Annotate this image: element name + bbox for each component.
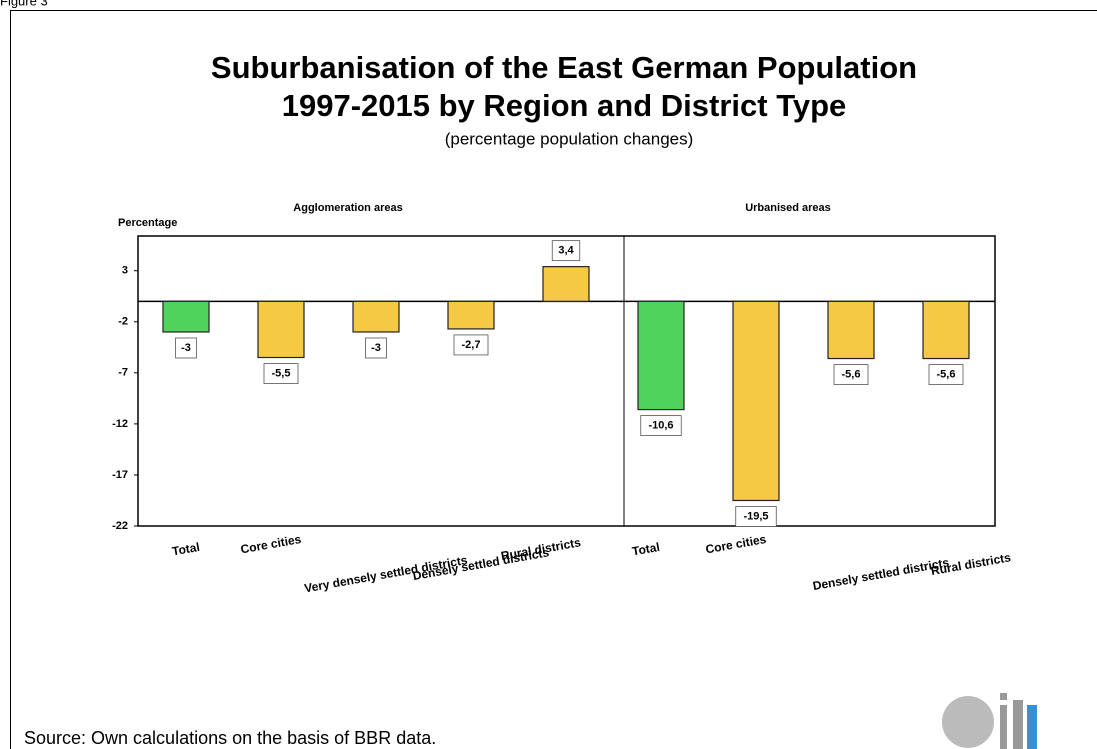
y-tick-label: 3 (122, 265, 128, 277)
y-tick-label: -2 (118, 316, 128, 328)
value-label-box (551, 240, 581, 262)
y-tick-label: -22 (112, 520, 128, 532)
bar (922, 300, 970, 360)
bar (637, 300, 685, 411)
bar (447, 300, 495, 330)
bar (352, 300, 400, 333)
value-label-box (928, 364, 964, 385)
value-label-box (640, 415, 682, 436)
value-label: -5,6 (842, 368, 861, 380)
y-axis-label: Percentage (118, 217, 177, 229)
bar (257, 300, 305, 359)
value-label-box (833, 364, 869, 385)
value-label: -3 (371, 342, 381, 354)
chart-title: Suburbanisation of the East German Popul… (211, 50, 917, 85)
value-label-box (175, 337, 197, 359)
y-tick-label: -7 (118, 367, 128, 379)
y-tick-label: -12 (112, 418, 128, 430)
value-label: -5,5 (272, 367, 291, 379)
value-label-box (263, 363, 299, 384)
group-title: Agglomeration areas (293, 202, 402, 214)
chart-subtitle: (percentage population changes) (445, 129, 694, 148)
bar (542, 266, 590, 302)
group-title: Urbanised areas (745, 202, 831, 214)
value-label: -10,6 (648, 419, 673, 431)
value-label: 3,4 (558, 245, 574, 257)
value-label-box (453, 334, 489, 356)
frame (10, 10, 1097, 749)
x-tick-label: Total (631, 540, 661, 559)
x-tick-label: Rural districts (930, 550, 1012, 578)
value-label: -19,5 (743, 510, 768, 522)
plot-area (137, 235, 996, 527)
y-tick-label: -17 (112, 469, 128, 481)
figure-label: Figure 3 (0, 0, 48, 8)
bar (162, 300, 210, 333)
chart-title: 1997-2015 by Region and District Type (282, 88, 847, 123)
x-tick-label: Core cities (704, 532, 767, 556)
logo (942, 693, 1037, 749)
value-label-box (735, 506, 777, 527)
bar (827, 300, 875, 360)
value-label: -2,7 (462, 339, 481, 351)
source: Source: Own calculations on the basis of… (24, 728, 436, 748)
x-tick-label: Densely settled districts (812, 555, 951, 593)
x-tick-label: Core cities (239, 532, 302, 556)
value-label: -5,6 (937, 368, 956, 380)
x-tick-label: Total (171, 540, 201, 559)
value-label-box (365, 337, 387, 359)
value-label: -3 (181, 342, 191, 354)
bar (732, 300, 780, 502)
